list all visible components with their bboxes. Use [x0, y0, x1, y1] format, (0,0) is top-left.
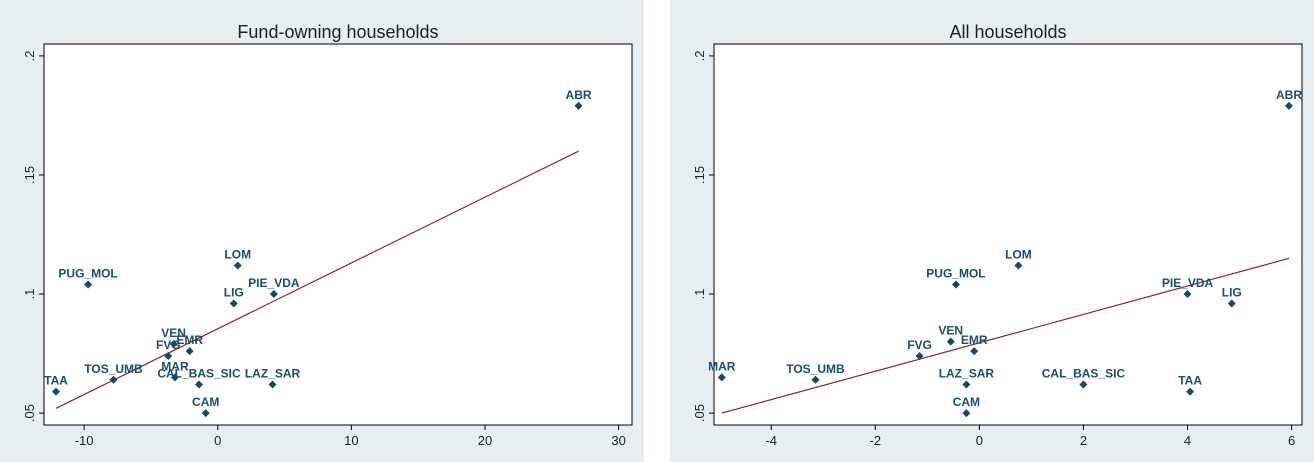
- y-tick-label: .2: [692, 50, 707, 61]
- point-label: LIG: [224, 286, 244, 300]
- point-label: LOM: [224, 247, 251, 261]
- point-label: PIE_VDA: [1162, 276, 1214, 290]
- point-label: FVG: [156, 338, 181, 352]
- x-tick-label: 10: [344, 433, 358, 448]
- point-label: LOM: [1005, 247, 1032, 261]
- y-tick-label: .1: [692, 289, 707, 300]
- chart-svg: All households -4 -2 0 2 4 6 .05 .1 .15 .2 ABR LOM PU…: [670, 0, 1314, 462]
- point-label: LIG: [1222, 286, 1242, 300]
- y-tick-label: .1: [22, 289, 37, 300]
- chart-title: Fund-owning households: [237, 22, 438, 42]
- x-tick-label: 2: [1080, 433, 1087, 448]
- point-label: LAZ_SAR: [245, 367, 301, 381]
- point-label: CAM: [953, 395, 980, 409]
- point-label: TAA: [1178, 374, 1202, 388]
- point-label: CAM: [192, 395, 219, 409]
- point-label: PUG_MOL: [58, 267, 117, 281]
- point-label: TOS_UMB: [84, 362, 143, 376]
- x-tick-label: 20: [478, 433, 492, 448]
- x-tick-label: 0: [976, 433, 983, 448]
- point-label: FVG: [907, 338, 932, 352]
- point-label: ABR: [566, 88, 592, 102]
- all-households-chart: All households -4 -2 0 2 4 6 .05 .1 .15 .2 ABR LOM PU…: [670, 0, 1314, 462]
- point-label: LAZ_SAR: [939, 367, 995, 381]
- x-tick-label: 6: [1288, 433, 1295, 448]
- x-tick-label: 4: [1184, 433, 1191, 448]
- y-tick-label: .05: [692, 404, 707, 422]
- x-tick-label: 0: [214, 433, 221, 448]
- point-label: EMR: [961, 333, 988, 347]
- y-tick-label: .15: [692, 166, 707, 184]
- point-label: TAA: [44, 374, 68, 388]
- chart-title: All households: [949, 22, 1066, 42]
- point-label: MAR: [708, 359, 736, 373]
- x-tick-label: -10: [75, 433, 94, 448]
- point-label: PUG_MOL: [926, 267, 985, 281]
- x-tick-label: -4: [765, 433, 777, 448]
- x-tick-label: -2: [870, 433, 882, 448]
- point-label: CAL_BAS_SIC: [157, 367, 241, 381]
- point-label: ABR: [1276, 88, 1302, 102]
- point-label: TOS_UMB: [786, 362, 845, 376]
- point-label: PIE_VDA: [248, 276, 300, 290]
- y-tick-label: .2: [22, 50, 37, 61]
- fund-owning-households-chart: Fund-owning households -10 0 10 20 30 .05 .1 .15…: [0, 0, 644, 462]
- point-label: CAL_BAS_SIC: [1042, 367, 1126, 381]
- y-tick-label: .15: [22, 166, 37, 184]
- y-tick-label: .05: [22, 404, 37, 422]
- chart-svg: Fund-owning households -10 0 10 20 30 .05 .1 .15…: [0, 0, 644, 462]
- x-tick-label: 30: [611, 433, 625, 448]
- point-label: VEN: [938, 324, 963, 338]
